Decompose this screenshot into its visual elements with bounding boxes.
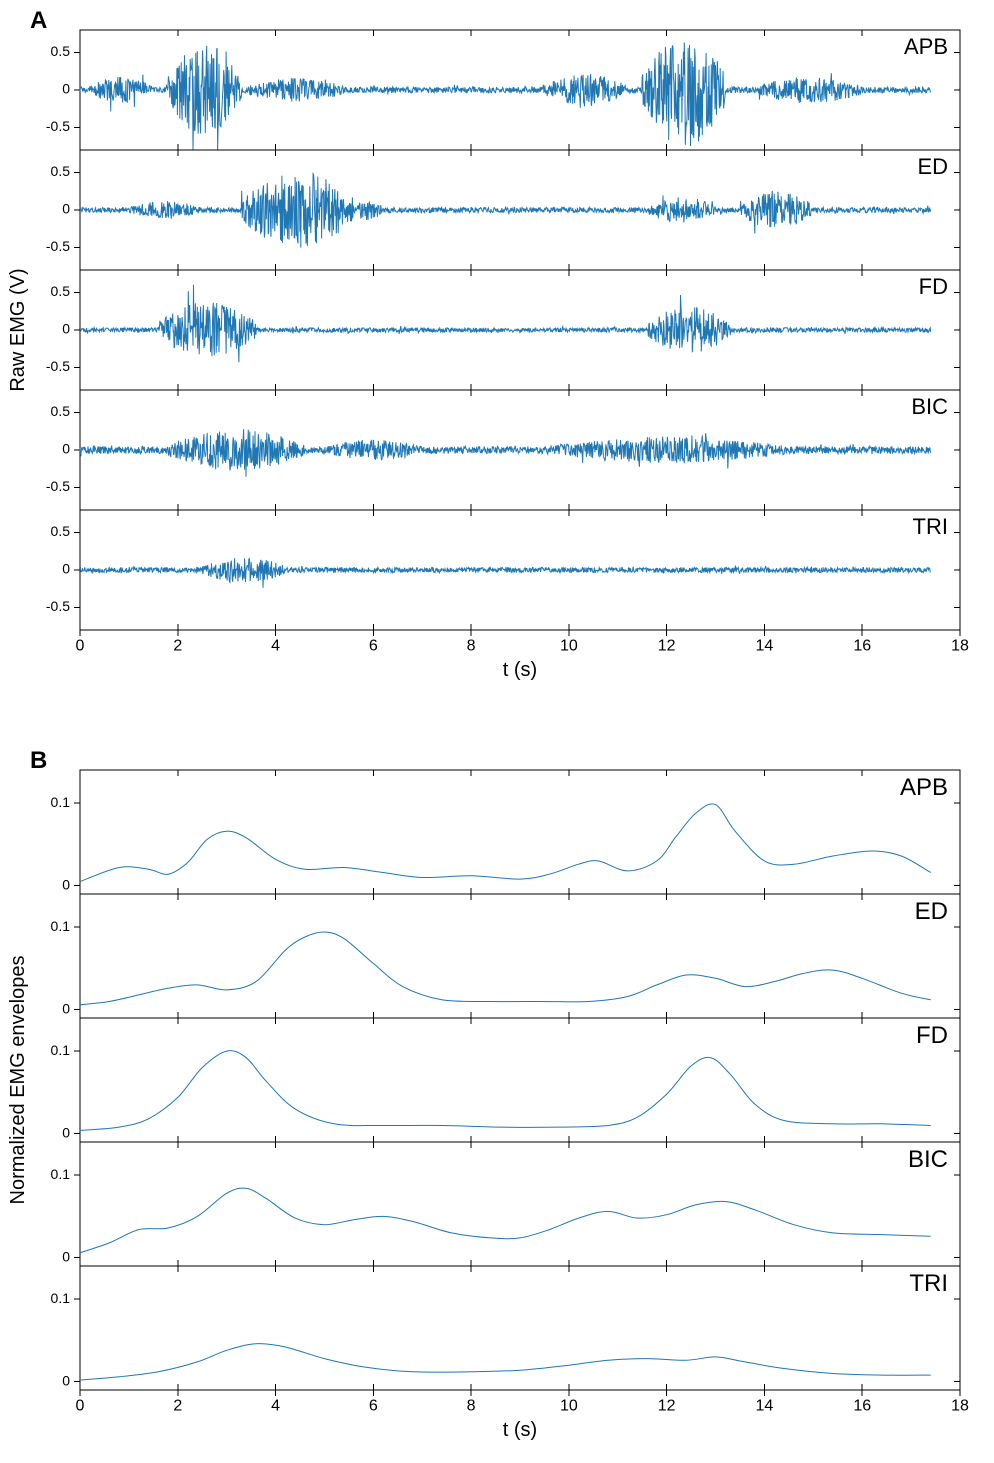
x-tick-label: 6 [369,1397,378,1414]
channel-label: APB [904,34,948,59]
trace [80,43,931,151]
y-tick-label: -0.5 [46,478,70,494]
y-axis-title: Normalized EMG envelopes [7,956,29,1205]
y-tick-label: 0 [62,1372,70,1388]
subplot-APB: 0 0.1 APB [51,770,960,894]
x-tick-label: 0 [76,1397,85,1414]
x-tick-label: 10 [560,637,578,654]
channel-label: BIC [908,1146,948,1173]
y-tick-label: -0.5 [46,118,70,134]
svg-root: A Raw EMG (V) -0.5 0 0.5 APB -0.5 0 0.5 ED -0.5 0 0.… [0,0,994,1463]
subplot-TRI: -0.5 0 0.5 TRI [46,510,960,630]
trace [80,429,931,477]
panel-label: B [30,747,47,774]
y-tick-label: 0.5 [51,523,71,539]
x-tick-label: 8 [467,637,476,654]
x-tick-label: 18 [951,637,969,654]
y-tick-label: 0.5 [51,163,71,179]
y-tick-label: -0.5 [46,358,70,374]
y-axis-title: Raw EMG (V) [7,268,29,391]
channel-label: FD [916,1022,948,1049]
subplot-APB: -0.5 0 0.5 APB [46,30,960,150]
trace [80,174,931,248]
x-tick-label: 12 [658,637,676,654]
y-tick-label: -0.5 [46,598,70,614]
trace [80,285,931,363]
subplot-FD: 0 0.1 FD [51,1018,960,1142]
y-tick-label: 0.1 [51,1290,71,1306]
trace [80,1344,931,1381]
y-tick-label: 0.5 [51,403,71,419]
y-tick-label: 0.1 [51,794,71,810]
y-tick-label: 0 [62,321,70,337]
trace [80,1188,931,1253]
x-tick-label: 16 [853,1397,871,1414]
x-tick-label: 0 [76,637,85,654]
channel-label: FD [919,274,948,299]
x-tick-label: 14 [756,637,774,654]
y-tick-label: 0 [62,561,70,577]
trace [80,932,931,1005]
x-tick-label: 16 [853,637,871,654]
y-tick-label: 0.1 [51,918,71,934]
y-tick-label: 0 [62,441,70,457]
channel-label: ED [915,898,948,925]
y-tick-label: 0.5 [51,283,71,299]
x-tick-label: 8 [467,1397,476,1414]
x-tick-label: 2 [173,1397,182,1414]
y-tick-label: -0.5 [46,238,70,254]
subplot-TRI: 0 0.1 TRI [51,1266,960,1390]
channel-label: TRI [913,514,948,539]
subplot-BIC: -0.5 0 0.5 BIC [46,390,960,510]
y-tick-label: 0 [62,201,70,217]
channel-label: APB [900,774,948,801]
x-axis-title: t (s) [503,659,537,681]
subplot-BIC: 0 0.1 BIC [51,1142,960,1266]
channel-label: TRI [909,1270,948,1297]
x-tick-label: 4 [271,1397,280,1414]
trace [80,804,931,882]
y-tick-label: 0 [62,1248,70,1264]
x-tick-label: 10 [560,1397,578,1414]
x-tick-label: 6 [369,637,378,654]
y-tick-label: 0.5 [51,43,71,59]
x-tick-label: 12 [658,1397,676,1414]
panel-label: A [30,7,47,34]
subplot-ED: -0.5 0 0.5 ED [46,150,960,270]
x-tick-label: 14 [756,1397,774,1414]
x-tick-label: 2 [173,637,182,654]
trace [80,1051,931,1131]
y-tick-label: 0 [62,1000,70,1016]
x-tick-label: 18 [951,1397,969,1414]
y-tick-label: 0 [62,81,70,97]
y-tick-label: 0 [62,876,70,892]
y-tick-label: 0.1 [51,1042,71,1058]
y-tick-label: 0 [62,1124,70,1140]
subplot-FD: -0.5 0 0.5 FD [46,270,960,390]
channel-label: ED [917,154,948,179]
x-axis-title: t (s) [503,1419,537,1441]
trace [80,558,931,588]
figure: A Raw EMG (V) -0.5 0 0.5 APB -0.5 0 0.5 ED -0.5 0 0.… [0,0,994,1463]
channel-label: BIC [911,394,948,419]
y-tick-label: 0.1 [51,1166,71,1182]
subplot-ED: 0 0.1 ED [51,894,960,1018]
x-tick-label: 4 [271,637,280,654]
